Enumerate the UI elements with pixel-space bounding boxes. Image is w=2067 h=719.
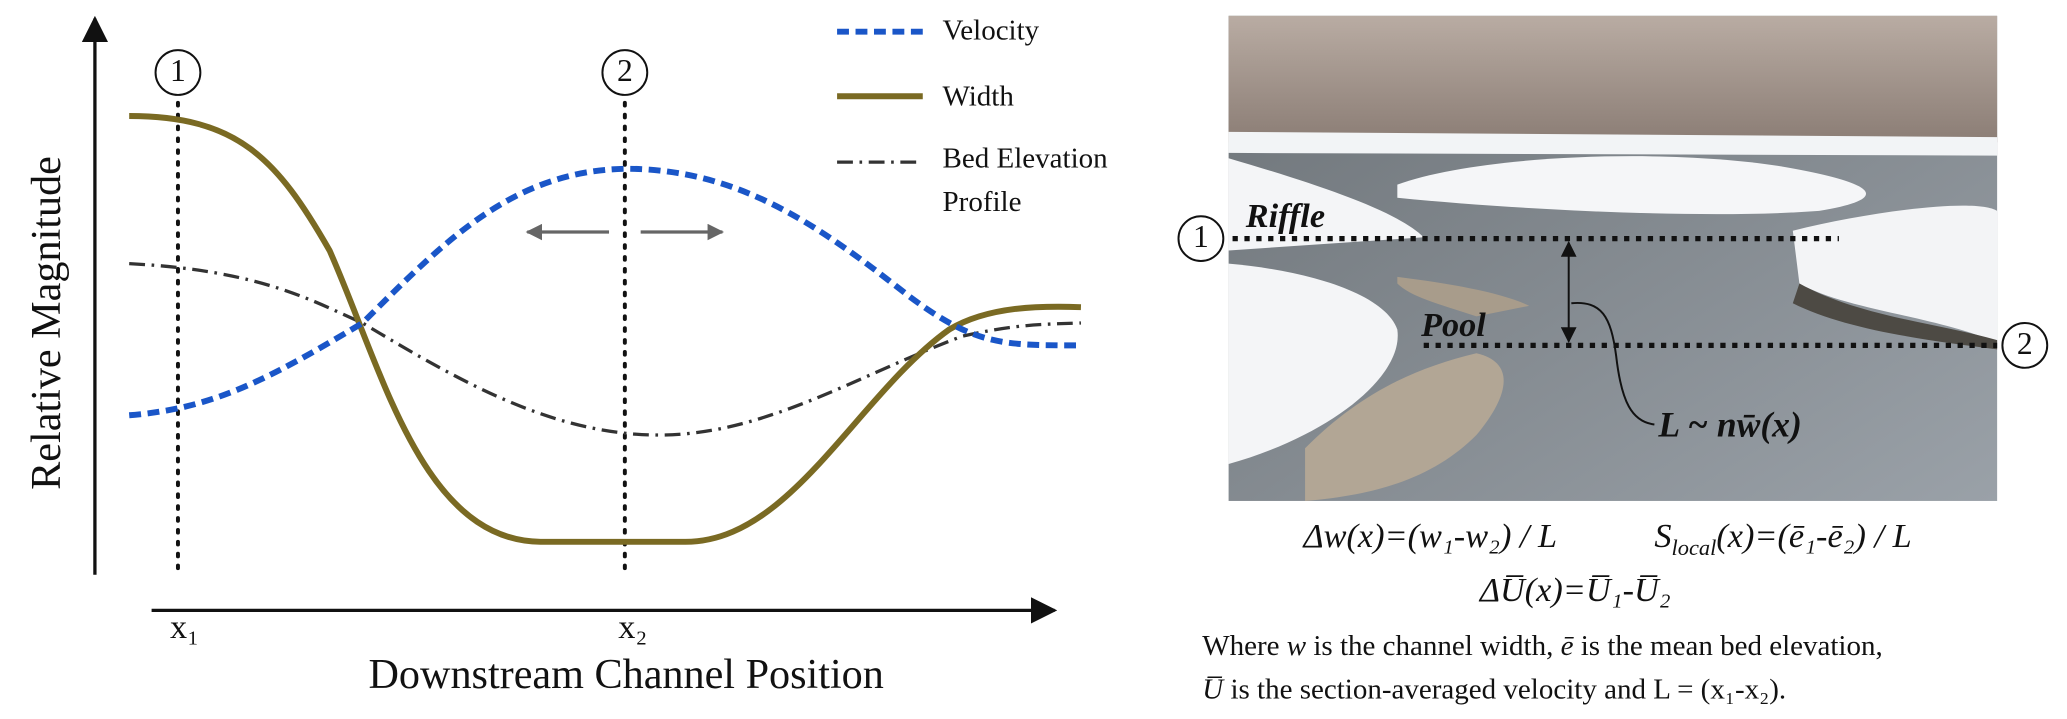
equation-part: S [1654, 517, 1671, 555]
marker-circle [1177, 215, 1225, 263]
position-marker: 2 [617, 53, 633, 88]
caption: U̅ is the section-averaged velocity and … [1202, 674, 1786, 706]
marker-circle [601, 49, 649, 96]
equation-part: (x)=(ē₁-ē₂) / L [1716, 517, 1911, 555]
legend-label: Velocity [943, 15, 1040, 47]
x-axis-label: Downstream Channel Position [368, 651, 883, 698]
photo-marker: 2 [2017, 326, 2033, 361]
legend-label: Bed Elevation [943, 142, 1109, 174]
y-axis-label: Relative Magnitude [23, 156, 70, 490]
pool-label: Pool [1420, 306, 1486, 344]
caption-part: w [1287, 630, 1307, 662]
caption-part: Where [1202, 630, 1287, 662]
equation: ΔU̅(x)=U̅₁-U̅₂ [1478, 571, 1671, 609]
length-label: L ~ nw̄(x) [1657, 404, 1801, 444]
caption-part: is the channel width, [1306, 630, 1561, 662]
marker-circle [154, 49, 202, 96]
riffle-label: Riffle [1245, 197, 1325, 235]
width-curve [129, 113, 1082, 545]
bed-elevation-curve [129, 262, 1082, 437]
equation: Δw(x)=(w₁-w₂) / L [1301, 517, 1557, 555]
caption-part: is the section-averaged velocity and L =… [1223, 674, 1786, 706]
river-photo [1228, 15, 1998, 501]
caption: Where w is the channel width, ē is the m… [1202, 630, 1883, 662]
marker-circle [2001, 321, 2049, 369]
position-label: x₁ [170, 608, 199, 646]
legend-label: Width [943, 80, 1015, 112]
caption-part: ē [1561, 630, 1575, 662]
velocity-curve [128, 165, 1081, 419]
left-diagram: Relative Magnitude Downstream Channel Po… [23, 15, 1108, 699]
position-marker: 1 [170, 53, 186, 88]
position-label: x₂ [618, 608, 647, 646]
leader-line [1571, 301, 1655, 426]
caption-part: is the mean bed elevation, [1574, 630, 1883, 662]
photo-marker: 1 [1193, 219, 1209, 254]
equation-part: local [1672, 535, 1717, 560]
caption-part: U̅ [1202, 674, 1225, 706]
legend-label: Profile [943, 186, 1022, 218]
equation: Slocal(x)=(ē₁-ē₂) / L [1654, 517, 1911, 560]
